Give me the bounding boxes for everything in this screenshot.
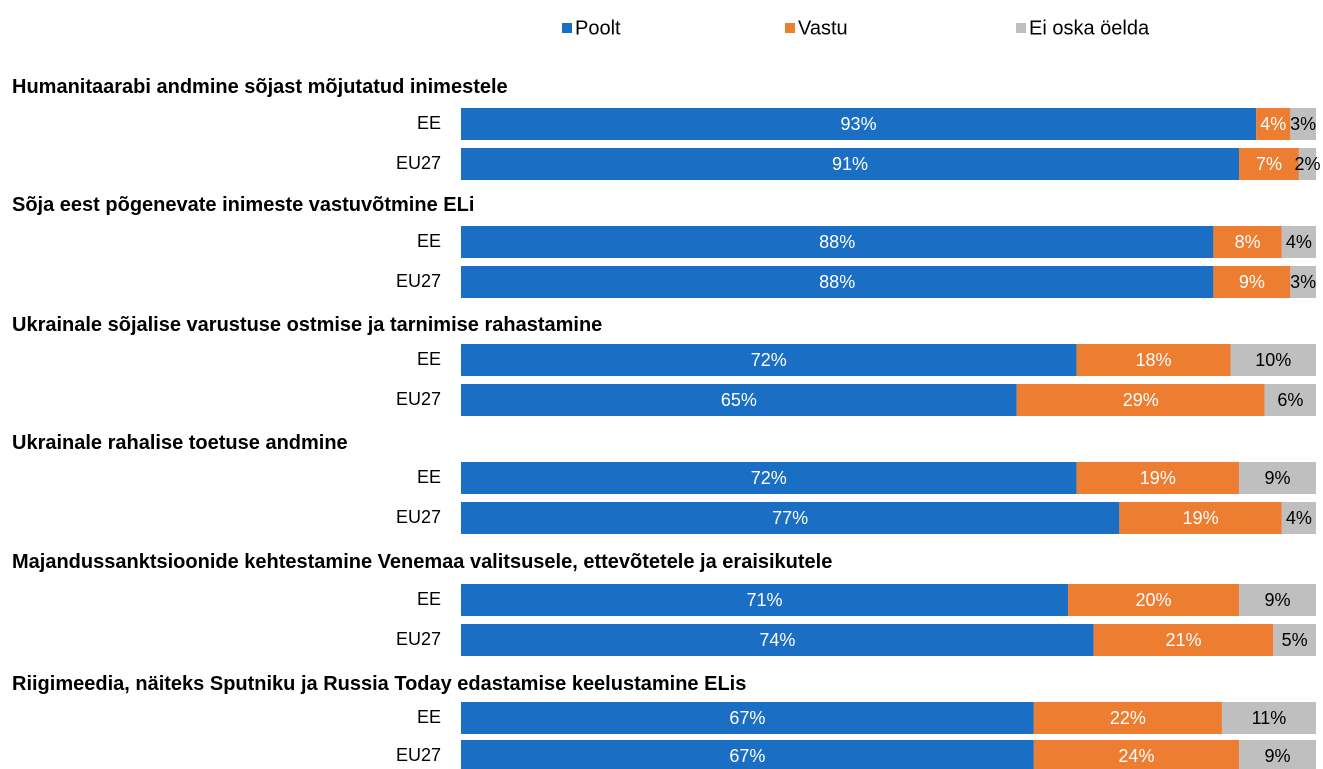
bar-segment [461,266,1214,298]
bar-segment [1093,624,1274,656]
category-label: EE [417,113,441,133]
bar-segment [1239,148,1299,180]
data-label: 67% [729,708,765,728]
bar-segment [461,148,1240,180]
bar-segment [1213,266,1291,298]
bar-segment [1281,226,1316,258]
data-label: 4% [1286,232,1312,252]
bar-segment [461,344,1077,376]
data-label: 29% [1123,390,1159,410]
legend-label: Poolt [575,17,621,39]
data-label: 19% [1183,508,1219,528]
bar-segment [1221,702,1316,734]
data-label: 4% [1260,114,1286,134]
bar-segment [461,702,1034,734]
bar-segment [461,384,1017,416]
bar-segment [461,462,1077,494]
data-label: 71% [747,590,783,610]
group-title: Sõja eest põgenevate inimeste vastuvõtmi… [12,194,475,216]
category-label: EU27 [396,389,441,409]
bar-segment [1290,266,1316,298]
bar-segment [1033,702,1222,734]
data-label: 5% [1282,630,1308,650]
data-label: 20% [1136,590,1172,610]
data-label: 74% [759,630,795,650]
category-label: EE [417,349,441,369]
data-label: 91% [832,154,868,174]
group-title: Humanitaarabi andmine sõjast mõjutatud i… [12,76,508,98]
group-title: Riigimeedia, näiteks Sputniku ja Russia … [12,673,747,695]
data-label: 22% [1110,708,1146,728]
bar-segment [1119,502,1282,534]
data-label: 65% [721,390,757,410]
data-label: 77% [772,508,808,528]
data-label: 8% [1235,232,1261,252]
group-title: Majandussanktsioonide kehtestamine Venem… [12,551,833,573]
bar-segment [1230,344,1316,376]
category-label: EU27 [396,745,441,765]
data-label: 72% [751,468,787,488]
data-label: 67% [729,746,765,766]
legend-label: Ei oska öelda [1029,17,1150,39]
data-label: 11% [1252,708,1287,728]
bar-segment [461,624,1094,656]
category-label: EE [417,707,441,727]
bar-segment [461,108,1257,140]
data-label: 18% [1136,350,1172,370]
category-label: EU27 [396,271,441,291]
data-label: 4% [1286,508,1312,528]
data-label: 3% [1290,272,1316,292]
bar-segment [1076,462,1240,494]
data-label: 3% [1290,114,1316,134]
bar-segment [1033,740,1240,769]
data-label: 19% [1140,468,1176,488]
bar-segment [1239,462,1316,494]
data-label: 88% [819,272,855,292]
bar-segment [1281,502,1316,534]
group-title: Ukrainale sõjalise varustuse ostmise ja … [12,314,603,336]
data-label: 9% [1265,746,1291,766]
data-label: 72% [751,350,787,370]
category-label: EE [417,467,441,487]
bar-segment [1290,108,1316,140]
category-label: EU27 [396,507,441,527]
bar-segment [1273,624,1316,656]
legend-swatch [1016,23,1026,33]
bar-segment [1256,108,1291,140]
category-label: EE [417,589,441,609]
bar-segment [1264,384,1316,416]
bar-segment [461,502,1120,534]
data-label: 2% [1294,154,1320,174]
data-label: 21% [1165,630,1201,650]
data-label: 9% [1265,590,1291,610]
data-label: 93% [841,114,877,134]
bar-segment [1016,384,1265,416]
data-label: 24% [1118,746,1154,766]
category-label: EE [417,231,441,251]
bar-segment [1239,584,1316,616]
group-title: Ukrainale rahalise toetuse andmine [12,432,348,454]
legend-swatch [562,23,572,33]
data-label: 9% [1265,468,1291,488]
data-label: 10% [1255,350,1291,370]
bar-segment [1076,344,1231,376]
category-label: EU27 [396,153,441,173]
bar-segment [461,584,1069,616]
bar-segment [1068,584,1240,616]
data-label: 6% [1277,390,1303,410]
bar-segment [1213,226,1282,258]
bar-segment [461,226,1214,258]
bar-segment [1239,740,1316,769]
data-label: 7% [1256,154,1282,174]
data-label: 9% [1239,272,1265,292]
legend-swatch [785,23,795,33]
bar-segment [1298,148,1316,180]
bar-segment [461,740,1034,769]
legend-label: Vastu [798,17,848,39]
category-label: EU27 [396,629,441,649]
data-label: 88% [819,232,855,252]
